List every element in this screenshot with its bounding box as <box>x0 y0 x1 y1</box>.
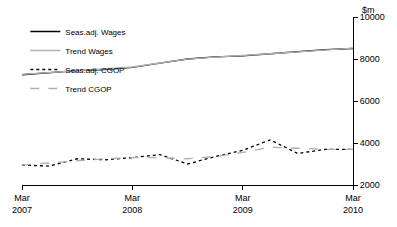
svg-text:Mar2010: Mar2010 <box>343 193 363 215</box>
svg-text:6000: 6000 <box>360 96 380 106</box>
svg-text:Trend Wages: Trend Wages <box>65 47 112 56</box>
svg-text:Seas.adj. Wages: Seas.adj. Wages <box>65 28 125 37</box>
svg-text:4000: 4000 <box>360 138 380 148</box>
svg-text:Mar2007: Mar2007 <box>12 193 32 215</box>
svg-text:10000: 10000 <box>360 12 385 22</box>
svg-text:Mar2009: Mar2009 <box>233 193 253 215</box>
svg-text:Seas.adj. CGOP: Seas.adj. CGOP <box>65 66 124 75</box>
svg-text:$m: $m <box>362 5 375 15</box>
svg-text:Mar2008: Mar2008 <box>122 193 142 215</box>
svg-text:8000: 8000 <box>360 54 380 64</box>
svg-text:2000: 2000 <box>360 180 380 190</box>
svg-text:Trend CGOP: Trend CGOP <box>65 85 111 94</box>
